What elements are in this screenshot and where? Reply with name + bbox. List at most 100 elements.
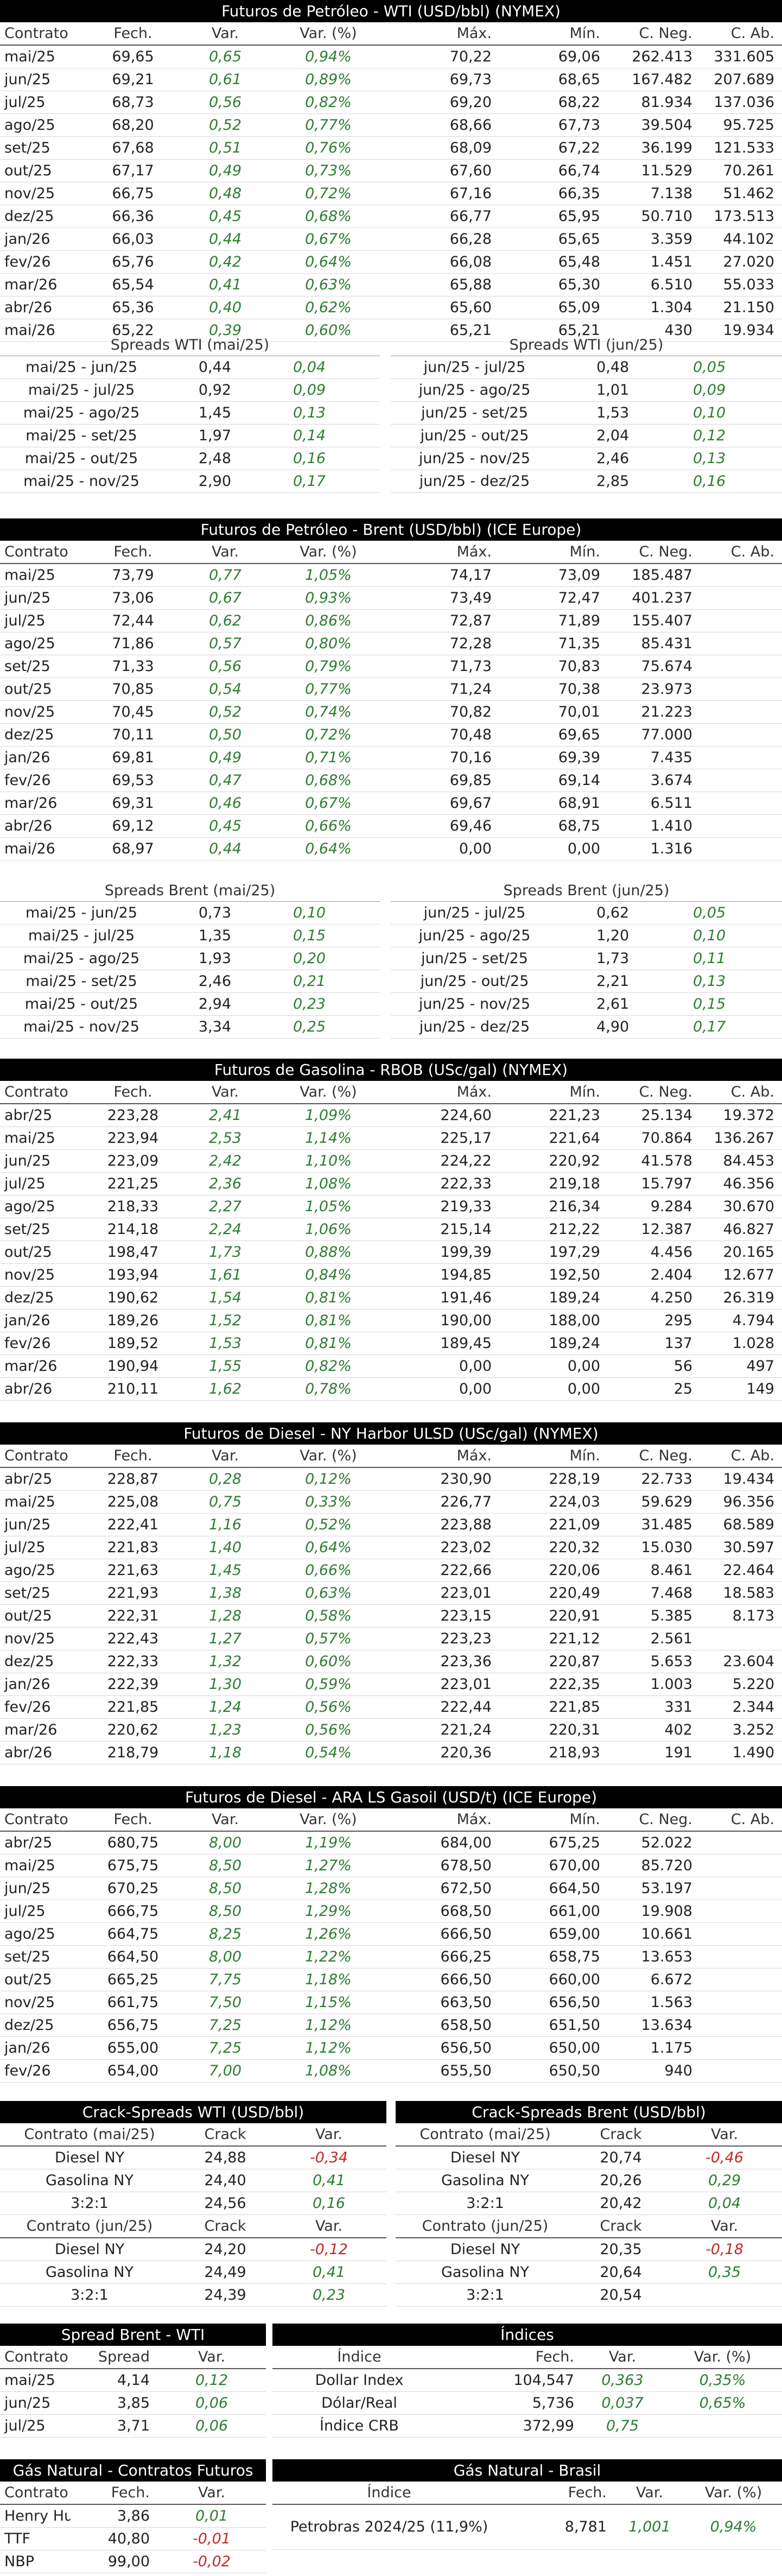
rbob-cell: 1.028 xyxy=(700,1332,782,1355)
ulsd-cell: abr/25 xyxy=(0,1467,81,1491)
rbob-table: Contrato Fech. Var. Var. (%) Máx. Mín. C. Neg.… xyxy=(0,1081,782,1401)
brent-cell: 0,64% xyxy=(266,837,391,860)
table-row: mar/26 65,54 0,41 0,63% 65,88 65,30 6.510 55.03… xyxy=(0,273,782,296)
crack-cell: 0,35 xyxy=(667,2261,782,2284)
spread-cell: 0,12 xyxy=(637,424,782,447)
crack-cell: 24,40 xyxy=(179,2169,271,2192)
rbob-cell: 2,41 xyxy=(185,1104,266,1127)
spread_bw-header: Var. xyxy=(157,2346,266,2369)
crack-brent: Crack-Spreads Brent (USD/bbl) Contrato (… xyxy=(396,2101,782,2307)
ulsd-cell: 223,88 xyxy=(391,1513,499,1536)
brent-cell: 70,85 xyxy=(81,678,185,701)
rbob-cell: 0,00 xyxy=(391,1377,499,1401)
wti-cell: 70,22 xyxy=(391,45,499,68)
brent-cell: 69,46 xyxy=(391,814,499,838)
crack-row: 3:2:1 24,56 0,16 xyxy=(0,2192,386,2215)
wti-cell: 68,65 xyxy=(499,68,608,91)
brent-cell: 0,77% xyxy=(266,678,391,701)
wti-cell: 0,52 xyxy=(185,113,266,137)
brent-cell: 72,28 xyxy=(391,632,499,655)
ulsd-cell: 220,06 xyxy=(499,1559,608,1582)
spread-cell: 0,15 xyxy=(637,992,782,1016)
wti-cell: 55.033 xyxy=(700,273,782,296)
brent-cell: 71,35 xyxy=(499,632,608,655)
spread-cell: 1,53 xyxy=(558,401,637,425)
spread-cell: mai/25 - out/25 xyxy=(0,992,163,1016)
gasoil-cell: 654,00 xyxy=(81,2059,185,2083)
indices-title: Índices xyxy=(272,2324,782,2346)
table-row: mar/26 190,94 1,55 0,82% 0,00 0,00 56 497 xyxy=(0,1355,782,1378)
ulsd-cell: 402 xyxy=(608,1718,700,1742)
table-row: dez/25 70,11 0,50 0,72% 70,48 69,65 77.000 xyxy=(0,723,782,746)
brent-cell: 3.674 xyxy=(608,769,700,792)
crack-row: Gasolina NY 24,49 0,41 xyxy=(0,2261,386,2284)
gas_futures-cell: 40,80 xyxy=(71,2527,157,2550)
table-row: ago/25 221,63 1,45 0,66% 222,66 220,06 8.461 22… xyxy=(0,1559,782,1582)
spread-row: jun/25 - ago/25 1,20 0,10 xyxy=(391,924,782,947)
gasoil-cell: 1,19% xyxy=(266,1831,391,1855)
gasoil-cell: mai/25 xyxy=(0,1854,81,1877)
ulsd-cell: 15.030 xyxy=(608,1536,700,1559)
ulsd-section: Futuros de Diesel - NY Harbor ULSD (USc/… xyxy=(0,1422,782,1764)
spread-cell: mai/25 - nov/25 xyxy=(0,470,163,493)
wti_spreads-left: Spreads WTI (mai/25) mai/25 - jun/25 0,44 0… xyxy=(0,334,380,493)
spread-cell: jun/25 - set/25 xyxy=(391,947,558,970)
table-row: jun/25 670,25 8,50 1,28% 672,50 664,50 53.197 xyxy=(0,1877,782,1900)
rbob-cell: 216,34 xyxy=(499,1195,608,1218)
rbob-cell: 189,26 xyxy=(81,1309,185,1332)
gas_futures-header: Contrato xyxy=(0,2482,71,2505)
wti-cell: 68,22 xyxy=(499,91,608,114)
crack-cell: 20,64 xyxy=(575,2261,667,2284)
rbob-cell: 25 xyxy=(608,1377,700,1401)
spread-row: jun/25 - set/25 1,73 0,11 xyxy=(391,947,782,970)
table-row: dez/25 190,62 1,54 0,81% 191,46 189,24 4.250 26… xyxy=(0,1286,782,1309)
indices-header: Var. xyxy=(582,2346,663,2369)
gasoil-section: Futuros de Diesel - ARA LS Gasoil (USD/t… xyxy=(0,1786,782,2083)
wti-cell: 65,36 xyxy=(81,296,185,319)
gas_brasil-header: Índice xyxy=(272,2482,506,2505)
spread_bw-cell: 4,14 xyxy=(71,2369,157,2392)
brent-header-7: C. Ab. xyxy=(700,541,782,564)
wti-cell: 0,76% xyxy=(266,136,391,160)
spread-row: jun/25 - nov/25 2,61 0,15 xyxy=(391,992,782,1016)
spread-cell: 0,17 xyxy=(239,470,380,493)
ulsd-cell: dez/25 xyxy=(0,1650,81,1673)
gasoil-header-5: Mín. xyxy=(499,1808,608,1832)
spread-row: mai/25 - ago/25 1,93 0,20 xyxy=(0,947,380,970)
crack-cell: 0,04 xyxy=(667,2192,782,2215)
brent-cell: fev/26 xyxy=(0,769,81,792)
gasoil-cell: 656,75 xyxy=(81,2014,185,2037)
brent-cell: 69,85 xyxy=(391,769,499,792)
ulsd-cell: 0,28 xyxy=(185,1467,266,1491)
ulsd-cell: 23.604 xyxy=(700,1650,782,1673)
spread-row: jun/25 - dez/25 2,85 0,16 xyxy=(391,470,782,493)
gasoil-cell: 1,12% xyxy=(266,2014,391,2037)
indices-cell: 0,037 xyxy=(582,2391,663,2415)
spread-row: mai/25 - jun/25 0,73 0,10 xyxy=(0,902,380,925)
ulsd-cell: 221,83 xyxy=(81,1536,185,1559)
table-row: set/25 221,93 1,38 0,63% 223,01 220,49 7.468 18… xyxy=(0,1581,782,1605)
brent-cell: 69,31 xyxy=(81,792,185,815)
table-row: mai/25 4,14 0,12 xyxy=(0,2369,266,2392)
ulsd-header-6: C. Neg. xyxy=(608,1445,700,1468)
gasoil-cell xyxy=(700,1831,782,1855)
wti-cell: 65,65 xyxy=(499,227,608,251)
brent-cell: 68,75 xyxy=(499,814,608,838)
table-row: set/25 214,18 2,24 1,06% 215,14 212,22 12.387 4… xyxy=(0,1218,782,1241)
wti-cell: 44.102 xyxy=(700,227,782,251)
crack-cell: Diesel NY xyxy=(0,2238,179,2261)
rbob-cell: 223,09 xyxy=(81,1149,185,1173)
brent-cell: ago/25 xyxy=(0,632,81,655)
table-row: jun/25 73,06 0,67 0,93% 73,49 72,47 401.237 xyxy=(0,586,782,610)
rbob-cell: 1,52 xyxy=(185,1309,266,1332)
rbob-cell: 190,62 xyxy=(81,1286,185,1309)
crack-brent-blocks: Contrato (mai/25) Crack Var. Diesel NY 20,74… xyxy=(396,2123,782,2307)
ulsd-cell: 5.385 xyxy=(608,1604,700,1628)
gasoil-cell: 651,50 xyxy=(499,2014,608,2037)
crack-row: Diesel NY 24,20 -0,12 xyxy=(0,2238,386,2261)
indices-header: Índice xyxy=(272,2346,446,2369)
ulsd-cell: 0,60% xyxy=(266,1650,391,1673)
table-row: set/25 67,68 0,51 0,76% 68,09 67,22 36.199 121.… xyxy=(0,136,782,160)
crack-cell: 3:2:1 xyxy=(0,2283,179,2307)
crack-cell: -0,18 xyxy=(667,2238,782,2261)
